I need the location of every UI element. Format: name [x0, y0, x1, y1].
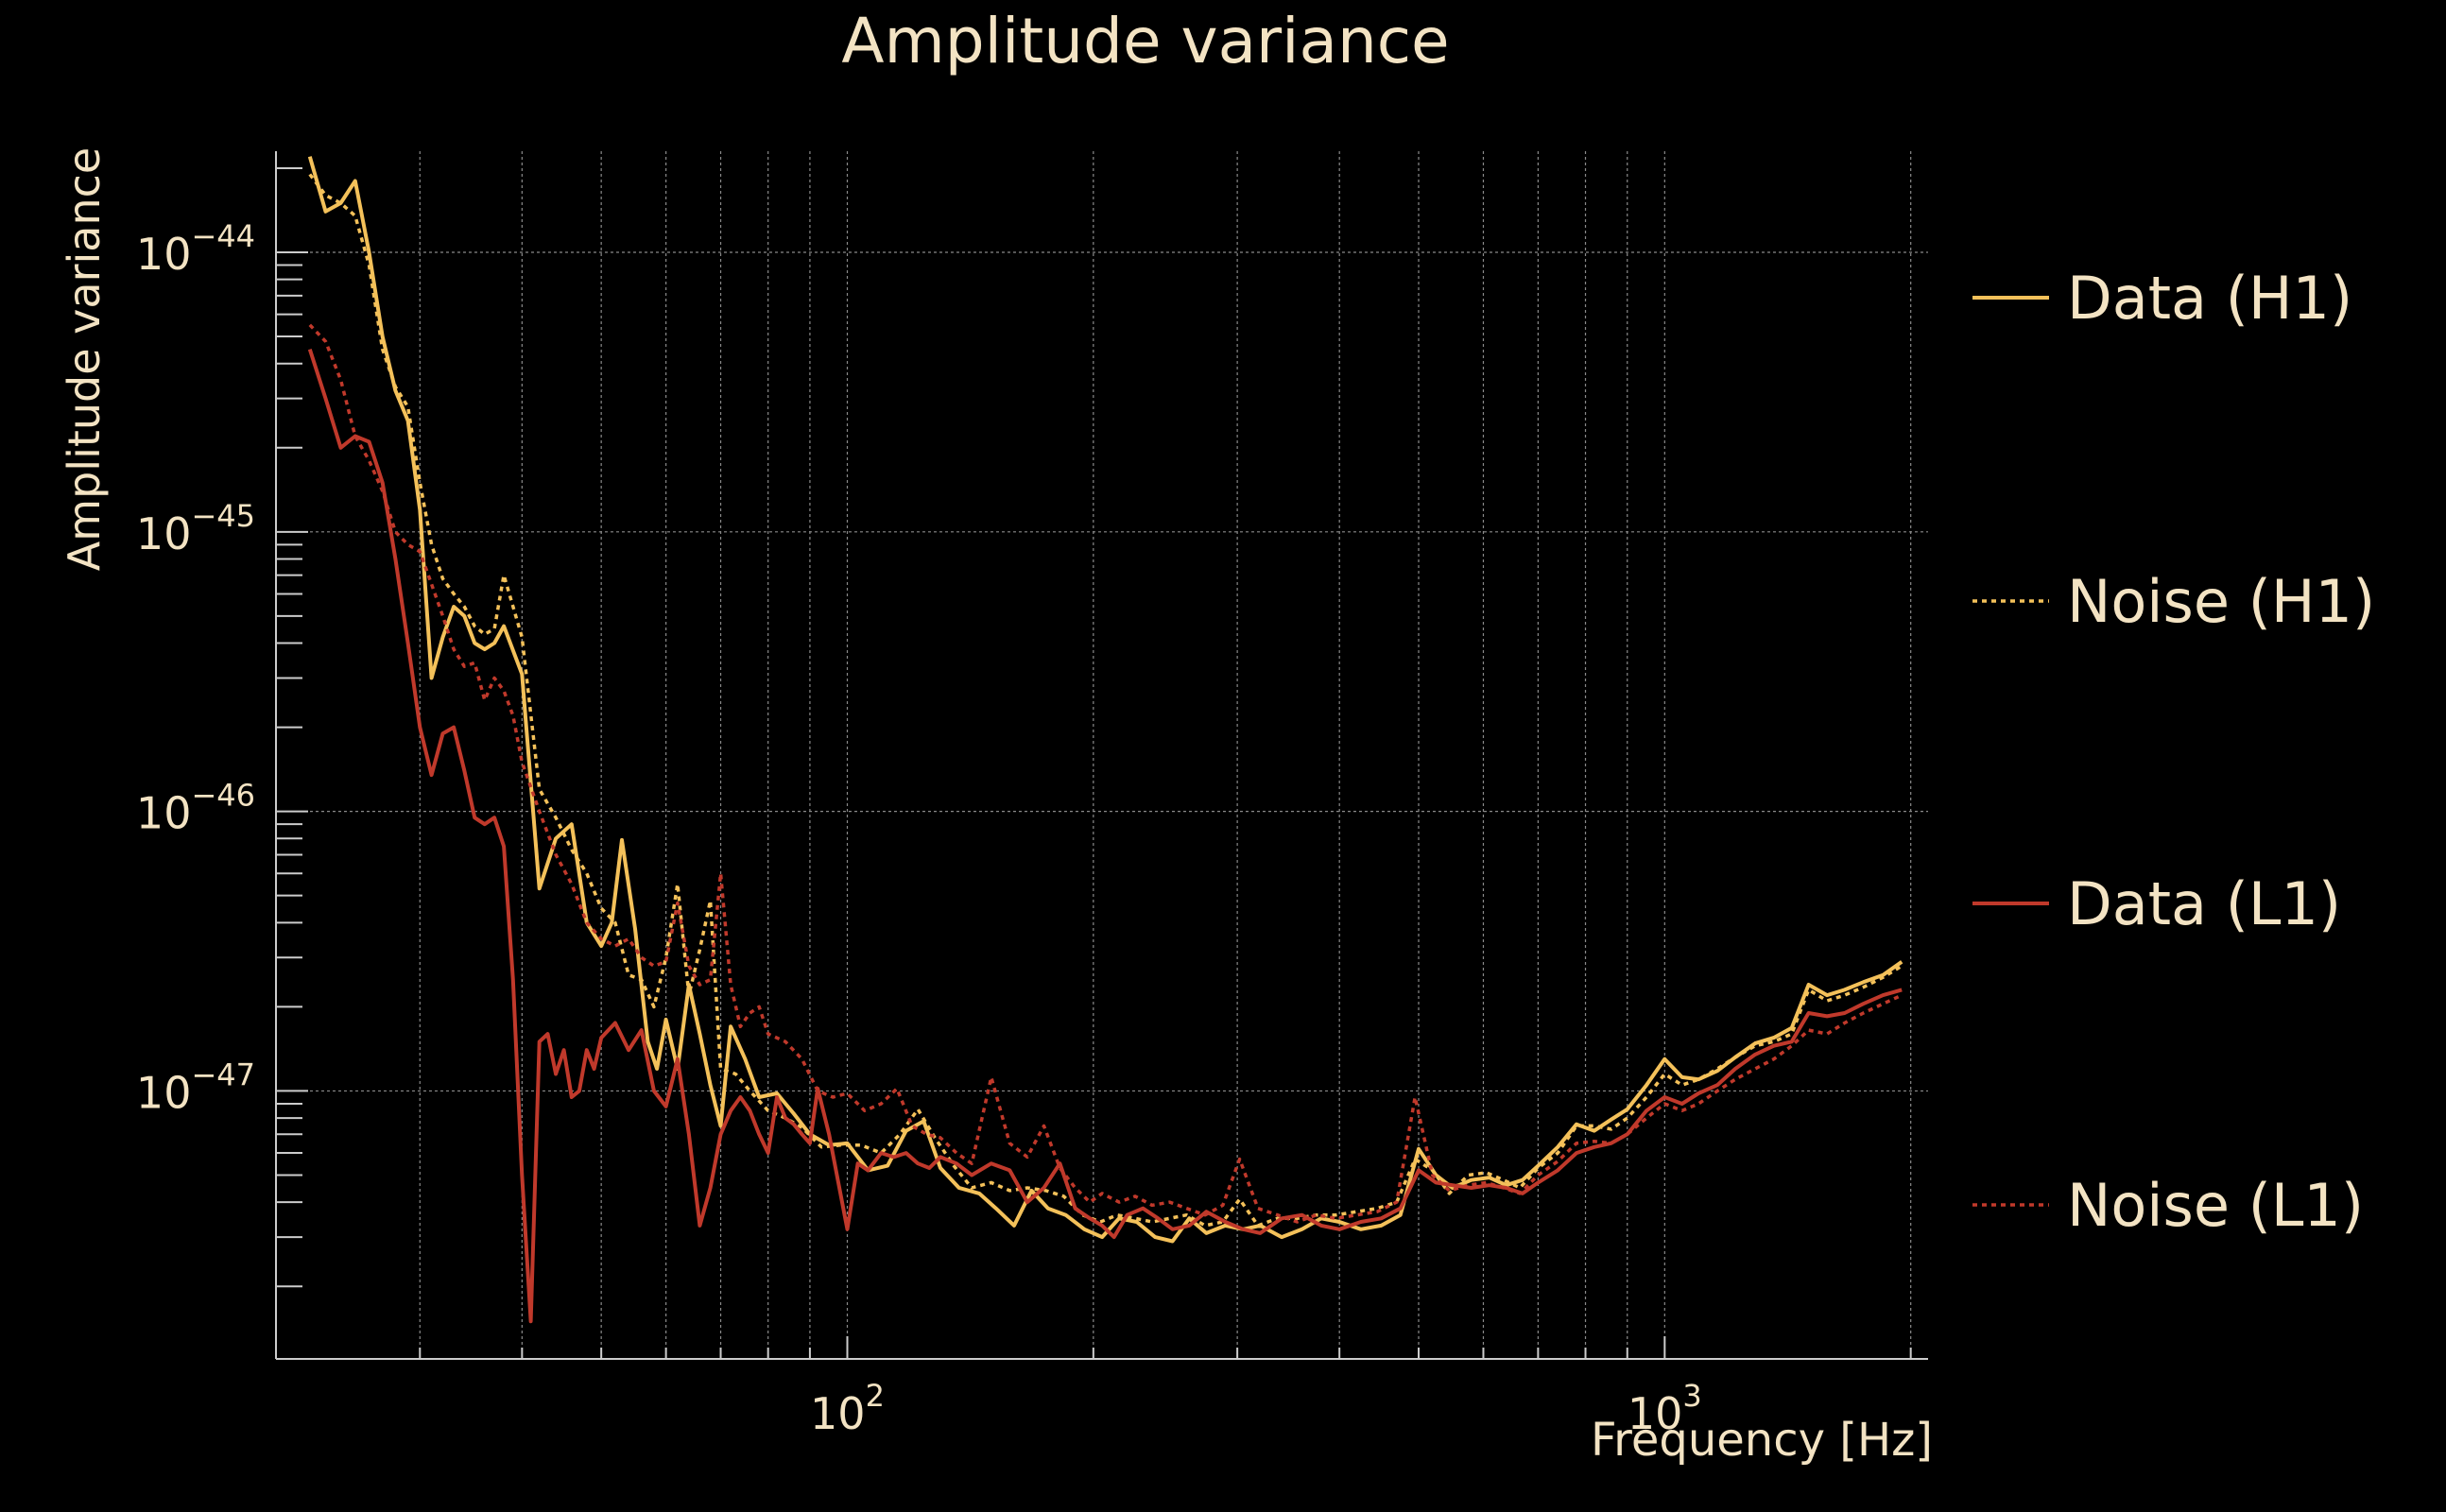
axes [275, 151, 1928, 1360]
y-axis-label: Amplitude variance [59, 147, 110, 571]
grid [275, 151, 1928, 1359]
y-tick-label: 10−46 [136, 778, 255, 839]
legend-label-2: Noise (H1) [2067, 567, 2375, 636]
y-tick-label: 10−44 [136, 218, 255, 280]
chart-title: Amplitude variance [841, 5, 1449, 77]
x-axis-label: Frequency [Hz] [1591, 1414, 1933, 1467]
x-tick-label: 102 [810, 1378, 885, 1439]
y-tick-label: 10−45 [136, 498, 255, 559]
legend-label-3: Data (L1) [2067, 869, 2341, 938]
tick-labels: 10−44 10−45 10−46 10−47 102 103 [136, 218, 1702, 1439]
legend-label-1: Data (H1) [2067, 264, 2352, 333]
series-line-3 [307, 348, 1903, 1324]
x-tick-label: 103 [1628, 1378, 1702, 1439]
series-lines [307, 156, 1903, 1324]
y-tick-label: 10−47 [136, 1057, 255, 1118]
series-line-4 [308, 323, 1903, 1224]
legend-label-4: Noise (L1) [2067, 1171, 2364, 1240]
series-line-1 [307, 156, 1903, 1244]
legend: Data (H1) Noise (H1) Data (L1) Noise (L1) [1972, 264, 2375, 1240]
